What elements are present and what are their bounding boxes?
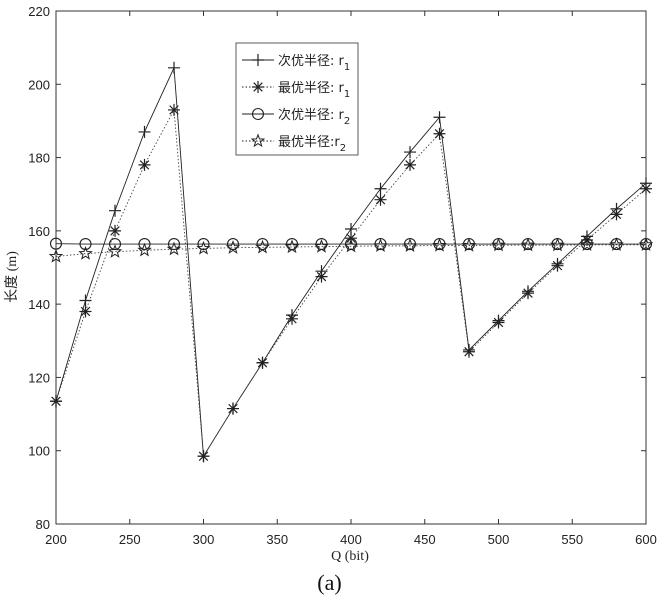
x-tick-label: 450 <box>414 532 436 547</box>
data-point <box>375 194 387 206</box>
y-tick-label: 220 <box>28 4 50 19</box>
y-tick-label: 140 <box>28 297 50 312</box>
data-point <box>463 346 475 358</box>
y-axis-label: 长度 (m) <box>4 251 20 303</box>
x-tick-label: 600 <box>635 532 657 547</box>
x-tick-label: 300 <box>193 532 215 547</box>
legend: 次优半径: r1最优半径: r1次优半径: r2最优半径:r2 <box>236 43 358 155</box>
data-point <box>227 403 239 415</box>
y-tick-label: 160 <box>28 224 50 239</box>
data-point <box>493 316 505 328</box>
x-tick-label: 250 <box>119 532 141 547</box>
y-tick-label: 200 <box>28 77 50 92</box>
x-tick-label: 550 <box>561 532 583 547</box>
data-point <box>168 104 180 116</box>
x-tick-label: 400 <box>340 532 362 547</box>
y-tick-label: 120 <box>28 370 50 385</box>
y-tick-label: 100 <box>28 444 50 459</box>
data-point <box>316 271 328 283</box>
data-point <box>198 450 210 462</box>
x-axis-label: Q (bit) <box>331 549 369 564</box>
data-point <box>252 81 264 93</box>
data-point <box>109 225 121 237</box>
data-point <box>640 183 652 195</box>
figure-caption: (a) <box>0 570 659 596</box>
data-point <box>611 208 623 220</box>
data-point <box>286 313 298 325</box>
data-point <box>80 305 92 317</box>
x-tick-label: 500 <box>488 532 510 547</box>
data-point <box>257 357 269 369</box>
data-point <box>522 287 534 299</box>
x-tick-label: 200 <box>45 532 67 547</box>
data-point <box>139 159 151 171</box>
y-tick-label: 80 <box>36 517 50 532</box>
data-point <box>552 260 564 272</box>
x-tick-label: 350 <box>266 532 288 547</box>
y-tick-label: 180 <box>28 151 50 166</box>
data-point <box>404 159 416 171</box>
data-point <box>50 395 62 407</box>
data-point <box>434 128 446 140</box>
